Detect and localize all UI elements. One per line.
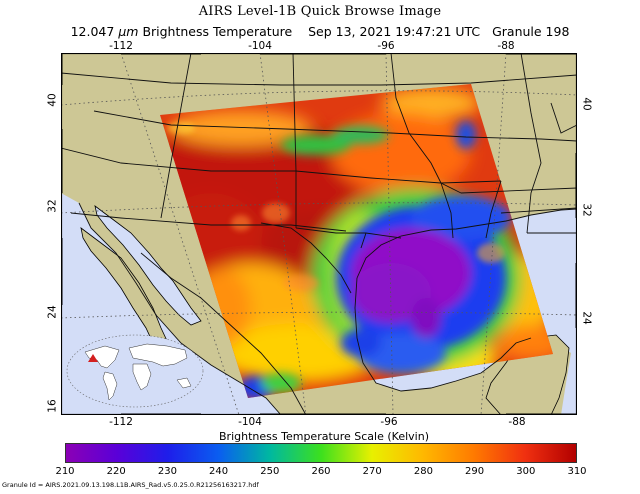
colorbar-tick-label: 230 xyxy=(157,466,177,477)
lon-tick-bottom: -112 xyxy=(109,416,133,428)
graticule xyxy=(61,53,577,415)
colorbar-tick-label: 210 xyxy=(55,466,75,477)
lat-tick-left: 24 xyxy=(46,305,59,319)
colorbar-tick-label: 260 xyxy=(311,466,331,477)
colorbar-tick-label: 240 xyxy=(209,466,229,477)
lon-tick-top: -96 xyxy=(377,40,395,52)
colorbar-tick-label: 290 xyxy=(465,466,485,477)
colorbar-label: Brightness Temperature Scale (Kelvin) xyxy=(219,430,429,443)
colorbar-tick-label: 310 xyxy=(567,466,587,477)
lat-tick-left: 16 xyxy=(46,399,59,413)
granule-id: Granule Id = AIRS.2021.09.13.198.L1B.AIR… xyxy=(2,481,259,489)
lat-tick-right: 32 xyxy=(580,203,593,217)
gulf-of-california xyxy=(94,205,202,326)
lon-tick-top: -88 xyxy=(497,40,515,52)
lon-tick-top: -112 xyxy=(109,40,133,52)
satellite-map[interactable] xyxy=(61,53,577,415)
lat-tick-right: 24 xyxy=(580,311,593,325)
granule-number: Granule 198 xyxy=(492,24,570,39)
unit: μm xyxy=(118,24,139,39)
lat-tick-left: 40 xyxy=(46,93,59,107)
political-borders xyxy=(61,53,577,415)
product-name: Brightness Temperature xyxy=(142,24,293,39)
world-locator-inset xyxy=(66,334,204,408)
subtitle: 12.047 μm Brightness Temperature Sep 13,… xyxy=(0,24,640,39)
colorbar-tick-label: 250 xyxy=(260,466,280,477)
location-marker-icon xyxy=(88,354,98,362)
colorbar-tick-label: 270 xyxy=(362,466,382,477)
lat-tick-left: 32 xyxy=(46,199,59,213)
datetime: Sep 13, 2021 19:47:21 UTC xyxy=(308,24,481,39)
wavelength: 12.047 xyxy=(70,24,115,39)
lon-tick-bottom: -88 xyxy=(508,416,526,428)
colorbar-tick-label: 300 xyxy=(516,466,536,477)
colorbar-tick-label: 220 xyxy=(106,466,126,477)
lon-tick-top: -104 xyxy=(248,40,272,52)
colorbar-tick-label: 280 xyxy=(413,466,433,477)
lat-tick-right: 40 xyxy=(580,97,593,111)
colorbar xyxy=(65,443,577,463)
lon-tick-bottom: -104 xyxy=(238,416,262,428)
page-title: AIRS Level-1B Quick Browse Image xyxy=(198,4,442,19)
lon-tick-bottom: -96 xyxy=(380,416,398,428)
